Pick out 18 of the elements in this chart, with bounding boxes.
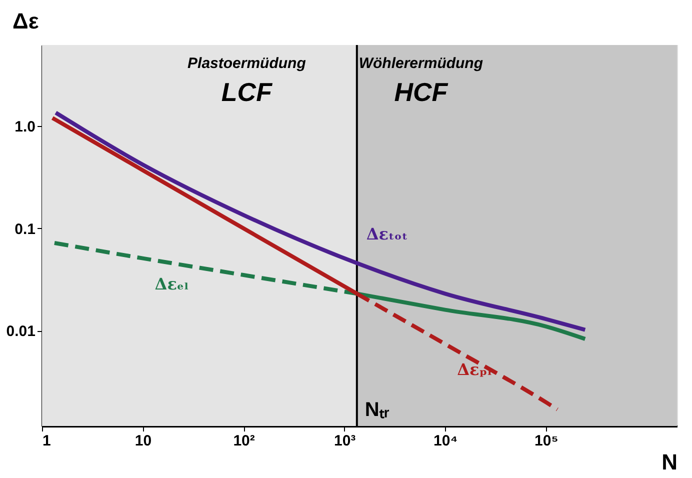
y-tick-label: 0.01 — [6, 323, 36, 340]
y-tick-label: 1.0 — [14, 118, 36, 136]
x-axis-title: N — [662, 450, 678, 474]
x-tick-label: 10³ — [334, 432, 356, 450]
annotation: HCF — [394, 77, 449, 107]
x-tick-label: 10⁵ — [534, 432, 558, 450]
x-tick-label: 10⁴ — [434, 432, 458, 450]
x-tick-label: 1 — [42, 432, 51, 450]
y-axis-title: Δε — [12, 8, 40, 34]
ref-line-label: Nₜᵣ — [364, 399, 390, 421]
annotation: Plastoermüdung — [188, 55, 306, 72]
y-tick-label: 0.1 — [14, 220, 36, 238]
series-label: Δεₑₗ — [154, 274, 190, 294]
series-label: Δεₜₒₜ — [366, 224, 408, 244]
x-tick-label: 10² — [233, 432, 255, 450]
x-tick-label: 10 — [134, 432, 152, 450]
annotation: LCF — [221, 77, 274, 107]
annotation: Wöhlerermüdung — [358, 55, 484, 72]
